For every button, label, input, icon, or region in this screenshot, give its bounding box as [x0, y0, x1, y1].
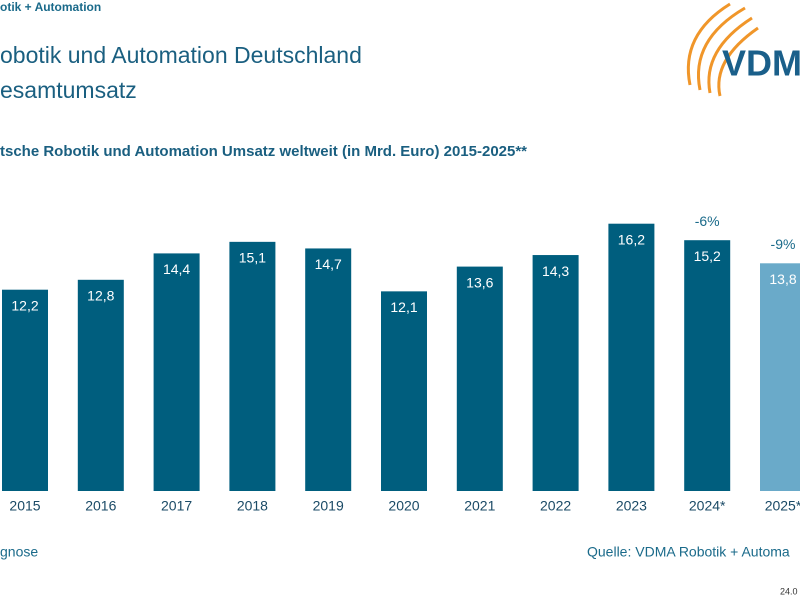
bar — [77, 279, 124, 491]
logo-text: VDM — [722, 43, 800, 84]
bar — [684, 240, 731, 491]
x-tick-label: 2024* — [689, 498, 726, 514]
value-label: 14,7 — [315, 256, 342, 272]
change-label: -6% — [695, 213, 720, 229]
value-label: 13,8 — [769, 271, 796, 287]
bar — [305, 248, 352, 491]
bar — [456, 266, 503, 491]
brand: otik + Automation — [0, 0, 101, 14]
title-line: esamtumsatz — [0, 77, 137, 103]
logo-arc — [686, 2, 731, 86]
x-tick-label: 2023 — [616, 498, 647, 514]
plot: 12,2 2015 12,8 2016 14,4 2017 15,1 2018 14,7 2019… — [2, 213, 800, 514]
bar — [608, 223, 655, 491]
value-label: 15,1 — [239, 250, 266, 266]
bar — [532, 255, 579, 491]
logo-arc — [697, 6, 746, 91]
value-label: 12,2 — [11, 297, 38, 313]
value-label: 16,2 — [618, 231, 645, 247]
x-tick-label: 2025* — [765, 498, 800, 514]
x-tick-label: 2017 — [161, 498, 192, 514]
bar — [2, 289, 48, 491]
footnote: gnose — [0, 544, 38, 560]
x-tick-label: 2020 — [388, 498, 419, 514]
value-label: 15,2 — [694, 248, 721, 264]
change-label: -9% — [771, 236, 796, 252]
x-tick-label: 2021 — [464, 498, 495, 514]
value-label: 12,8 — [87, 288, 114, 304]
value-label: 14,4 — [163, 261, 190, 277]
bar — [153, 253, 200, 491]
source: Quelle: VDMA Robotik + Automa — [587, 544, 790, 560]
bar — [381, 291, 427, 491]
logo-arc — [717, 26, 759, 97]
bar — [229, 241, 276, 491]
chart-title: tsche Robotik und Automation Umsatz welt… — [0, 143, 527, 160]
value-label: 12,1 — [390, 299, 417, 315]
x-tick-label: 2019 — [313, 498, 344, 514]
x-tick-label: 2015 — [9, 498, 40, 514]
value-label: 14,3 — [542, 263, 569, 279]
logo-arc — [707, 16, 753, 94]
x-tick-label: 2016 — [85, 498, 116, 514]
x-tick-label: 2018 — [237, 498, 268, 514]
value-label: 13,6 — [466, 274, 493, 290]
date: 24.0 — [780, 586, 798, 596]
logo — [686, 2, 759, 97]
bar — [760, 263, 800, 491]
title-line: obotik und Automation Deutschland — [0, 42, 362, 68]
x-tick-label: 2022 — [540, 498, 571, 514]
